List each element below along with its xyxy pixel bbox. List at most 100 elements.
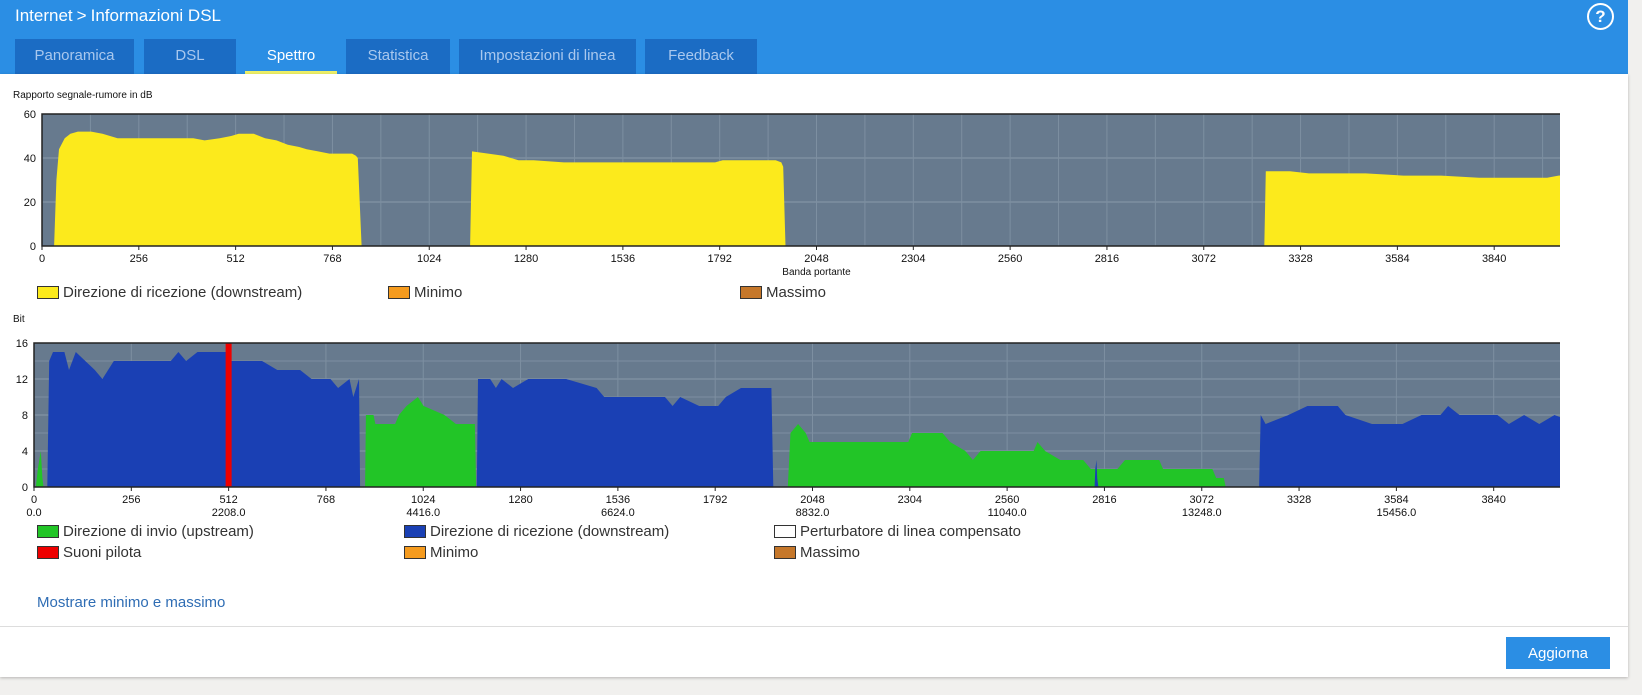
- x-tick-label: 2304: [901, 253, 925, 265]
- tab-spettro[interactable]: Spettro: [245, 39, 337, 74]
- y-tick-label: 0: [30, 241, 36, 253]
- series-area-0: [1264, 171, 1560, 246]
- series-area-0: [35, 451, 44, 487]
- scrollbar[interactable]: [1628, 40, 1642, 695]
- y-tick-label: 12: [16, 374, 28, 386]
- x-axis-label: Banda portante: [782, 267, 851, 278]
- x-tick-khz-label: 4416.0: [406, 507, 440, 518]
- x-tick-label: 3072: [1190, 494, 1214, 506]
- legend-label: Direzione di ricezione (downstream): [63, 284, 303, 301]
- legend-item-maximum: Massimo: [774, 544, 860, 561]
- x-tick-khz-label: 6624.0: [601, 507, 635, 518]
- legend-label: Direzione di ricezione (downstream): [430, 523, 670, 540]
- legend-item-downstream: Direzione di ricezione (downstream): [37, 284, 302, 301]
- x-tick-label: 2816: [1095, 253, 1119, 265]
- refresh-button[interactable]: Aggiorna: [1506, 637, 1610, 669]
- x-tick-label: 0: [31, 494, 37, 506]
- legend-item-downstream: Direzione di ricezione (downstream): [404, 523, 669, 540]
- series-area-1: [47, 352, 361, 487]
- y-tick-label: 60: [24, 109, 36, 121]
- x-tick-label: 3328: [1288, 253, 1312, 265]
- series-area-0: [365, 397, 477, 487]
- header-bar: Internet > Informazioni DSL ? Panoramica D…: [0, 0, 1628, 74]
- x-tick-khz-label: 13248.0: [1182, 507, 1222, 518]
- y-tick-label: 20: [24, 197, 36, 209]
- legend-swatch: [404, 524, 426, 538]
- help-icon[interactable]: ?: [1587, 3, 1614, 30]
- legend-swatch: [37, 545, 59, 559]
- series-area-0: [54, 131, 362, 246]
- y-tick-label: 8: [22, 410, 28, 422]
- x-tick-label: 3072: [1192, 253, 1216, 265]
- legend-label: Massimo: [766, 284, 827, 301]
- x-tick-label: 1536: [611, 253, 635, 265]
- legend-item-crosstalk: Perturbatore di linea compensato: [774, 523, 1021, 540]
- x-tick-label: 512: [226, 253, 244, 265]
- legend-swatch: [404, 545, 426, 559]
- x-tick-label: 1280: [514, 253, 538, 265]
- x-tick-label: 1536: [606, 494, 630, 506]
- legend-swatch: [774, 545, 796, 559]
- legend-swatch: [774, 524, 796, 538]
- x-tick-label: 3328: [1287, 494, 1311, 506]
- y-tick-label: 40: [24, 153, 36, 165]
- x-tick-label: 2304: [898, 494, 922, 506]
- bit-chart: 0 4 8 12 16 0 256 512 768 1024 1280 1536 1792 2048 230…: [16, 338, 1560, 518]
- x-tick-label: 3840: [1482, 253, 1506, 265]
- x-tick-label: 1792: [707, 253, 731, 265]
- x-tick-label: 1024: [417, 253, 441, 265]
- legend-label: Perturbatore di linea compensato: [800, 523, 1021, 540]
- pilot-tone-bar: [225, 343, 232, 487]
- breadcrumb: Internet > Informazioni DSL: [15, 6, 221, 26]
- legend-item-pilot: Suoni pilota: [37, 544, 141, 561]
- y-tick-label: 16: [16, 338, 28, 350]
- x-tick-khz-label: 8832.0: [796, 507, 830, 518]
- x-tick-label: 1792: [703, 494, 727, 506]
- divider: [0, 626, 1628, 627]
- legend-item-minimum: Minimo: [388, 284, 462, 301]
- x-tick-label: 2816: [1092, 494, 1116, 506]
- x-tick-label: 256: [130, 253, 148, 265]
- legend-item-upstream: Direzione di invio (upstream): [37, 523, 254, 540]
- legend-label: Suoni pilota: [63, 544, 142, 561]
- x-tick-label: 2560: [995, 494, 1019, 506]
- breadcrumb-separator: >: [76, 6, 87, 25]
- legend-label: Massimo: [800, 544, 861, 561]
- x-tick-label: 3584: [1384, 494, 1408, 506]
- show-min-max-link[interactable]: Mostrare minimo e massimo: [37, 594, 226, 611]
- tab-panoramica[interactable]: Panoramica: [15, 39, 134, 74]
- series-area-0: [470, 151, 786, 246]
- legend-swatch: [37, 285, 59, 299]
- bit-chart-title: Bit: [13, 314, 25, 325]
- x-tick-label: 3840: [1481, 494, 1505, 506]
- tab-dsl[interactable]: DSL: [144, 39, 236, 74]
- series-area-1: [1094, 460, 1099, 487]
- legend-item-maximum: Massimo: [740, 284, 826, 301]
- legend-item-minimum: Minimo: [404, 544, 478, 561]
- x-tick-label: 512: [219, 494, 237, 506]
- x-tick-label: 256: [122, 494, 140, 506]
- series-area-0: [787, 424, 1226, 487]
- x-tick-label: 1280: [508, 494, 532, 506]
- breadcrumb-parent[interactable]: Internet: [15, 6, 73, 25]
- y-tick-label: 4: [22, 446, 28, 458]
- legend-swatch: [388, 285, 410, 299]
- x-tick-label: 1024: [411, 494, 435, 506]
- breadcrumb-current: Informazioni DSL: [90, 6, 221, 25]
- tab-impostazioni-di-linea[interactable]: Impostazioni di linea: [459, 39, 636, 74]
- tab-feedback[interactable]: Feedback: [645, 39, 757, 74]
- x-tick-khz-label: 11040.0: [988, 507, 1027, 518]
- legend-label: Direzione di invio (upstream): [63, 523, 254, 540]
- series-area-1: [1259, 406, 1560, 487]
- x-tick-label: 0: [39, 253, 45, 265]
- y-tick-label: 0: [22, 482, 28, 494]
- x-tick-khz-label: 15456.0: [1376, 507, 1416, 518]
- main-content: Rapporto segnale-rumore in dB 0 20 40 60 0 25…: [0, 74, 1628, 677]
- legend-label: Minimo: [430, 544, 479, 561]
- x-tick-label: 768: [317, 494, 335, 506]
- x-tick-label: 2048: [804, 253, 828, 265]
- snr-chart-title: Rapporto segnale-rumore in dB: [13, 90, 153, 101]
- x-tick-khz-label: 0.0: [26, 507, 41, 518]
- legend-label: Minimo: [414, 284, 463, 301]
- tab-statistica[interactable]: Statistica: [346, 39, 450, 74]
